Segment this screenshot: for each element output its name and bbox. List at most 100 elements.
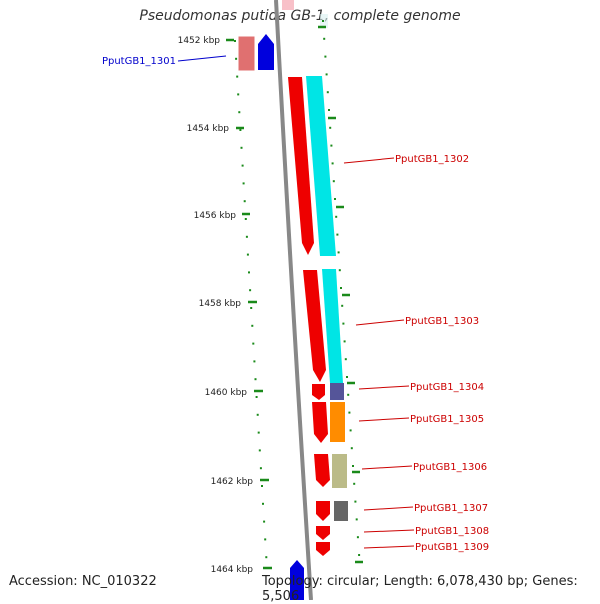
genome-backbone (274, 0, 313, 600)
tick-dot (251, 324, 254, 327)
tick-dot (332, 180, 335, 183)
tick-dot (241, 164, 244, 167)
leader-line-1303 (355, 319, 405, 326)
leader-line-1306 (361, 465, 413, 470)
gene-1305-orange (330, 402, 345, 442)
tick-group: 1452 kbp 1454 kbp 1456 kbp 1458 kbp 1460… (178, 25, 363, 575)
gene-label-1302[interactable]: PputGB1_1302 (395, 154, 469, 165)
gene-label-1308[interactable]: PputGB1_1308 (415, 526, 489, 537)
tick-dot (265, 556, 268, 559)
gene-1301-pink (237, 35, 256, 72)
tick-dot (243, 200, 246, 203)
tick-dot (264, 538, 267, 541)
tick-dot (322, 20, 324, 22)
gene-1302-red (288, 77, 314, 255)
leader-line-1301 (177, 55, 227, 62)
gene-label-1303[interactable]: PputGB1_1303 (405, 316, 479, 327)
tick-label-1464: 1464 kbp (211, 565, 254, 575)
tick-dot (234, 40, 236, 42)
leader-line-1309 (363, 545, 415, 549)
tick-dot (259, 467, 262, 470)
tick-dot (253, 360, 256, 363)
tick-dot (330, 144, 333, 147)
tick-label-1452: 1452 kbp (178, 36, 221, 46)
partial-gene-top (282, 0, 294, 10)
tick-dot (348, 411, 351, 414)
tick-dot (340, 287, 342, 289)
tick-dot (252, 342, 255, 345)
gene-1306-red (314, 454, 330, 487)
tick-dot (250, 307, 253, 309)
tick-dot (256, 413, 259, 416)
tick-dot (331, 162, 334, 165)
gene-1303-red (303, 270, 326, 382)
tick-dot (349, 429, 352, 432)
tick-dot (261, 485, 263, 487)
tick-dot (356, 536, 359, 539)
tick-dot (235, 57, 238, 60)
tick-dot (342, 322, 345, 325)
gene-bottom-blue (290, 560, 304, 600)
tick-dot (358, 554, 361, 556)
tick-dot (236, 75, 239, 78)
tick-label-1454: 1454 kbp (187, 124, 230, 134)
tick-label-1460: 1460 kbp (205, 388, 248, 398)
tick-dot (240, 146, 243, 149)
tick-dot (334, 198, 336, 200)
gene-1307-gray (334, 501, 348, 521)
tick-dot (257, 431, 260, 434)
tick-dot (242, 182, 245, 185)
leader-line-1305 (358, 417, 410, 422)
tick-dot (248, 271, 250, 274)
gene-label-1306[interactable]: PputGB1_1306 (413, 462, 487, 473)
tick-dot (338, 269, 341, 272)
tick-dot (329, 126, 332, 129)
gene-1301-blue (258, 34, 274, 70)
map-title: Pseudomonas putida GB-1, complete genome (139, 8, 461, 24)
gene-label-1304[interactable]: PputGB1_1304 (410, 382, 484, 393)
tick-dot (255, 396, 258, 398)
tick-dot (354, 500, 357, 503)
tick-dot (355, 518, 358, 521)
tick-dot (346, 376, 348, 378)
tick-dot (353, 482, 356, 485)
tick-dot (246, 253, 249, 256)
leader-line-1307 (363, 506, 414, 511)
tick-dot (323, 37, 326, 40)
gene-1309-red (316, 542, 330, 556)
gene-1307-red (316, 501, 330, 521)
tick-dot (326, 91, 329, 94)
tick-dot (344, 358, 347, 361)
leader-line-1308 (363, 529, 415, 533)
tick-dot (254, 378, 257, 381)
tick-dot (262, 502, 264, 505)
gene-1306-khaki (332, 454, 347, 488)
gene-label-1309[interactable]: PputGB1_1309 (415, 542, 489, 553)
gene-1305-red (312, 402, 328, 443)
tick-label-1462: 1462 kbp (211, 477, 254, 487)
gene-1304-red (312, 384, 325, 400)
tick-dot (263, 520, 266, 523)
tick-dot (324, 55, 327, 58)
gene-label-1307[interactable]: PputGB1_1307 (414, 503, 488, 514)
tick-dot (350, 447, 353, 450)
tick-label-1456: 1456 kbp (194, 211, 237, 221)
gene-1308-red (316, 526, 330, 540)
tick-dot (237, 93, 240, 96)
tick-dot (336, 233, 339, 236)
leader-line-1304 (358, 385, 410, 390)
tick-dot (352, 465, 354, 467)
gene-label-1305[interactable]: PputGB1_1305 (410, 414, 484, 425)
tick-dot (245, 235, 248, 238)
tick-dot (258, 449, 261, 452)
tick-dot (335, 215, 338, 218)
tick-dot (341, 304, 344, 307)
tick-dot (325, 73, 328, 76)
gene-label-1301[interactable]: PputGB1_1301 (102, 56, 176, 67)
tick-dot (343, 340, 346, 343)
tick-dot (328, 109, 330, 111)
gene-1304-purple (330, 383, 344, 400)
tick-label-1458: 1458 kbp (199, 299, 242, 309)
tick-dot (337, 251, 340, 254)
